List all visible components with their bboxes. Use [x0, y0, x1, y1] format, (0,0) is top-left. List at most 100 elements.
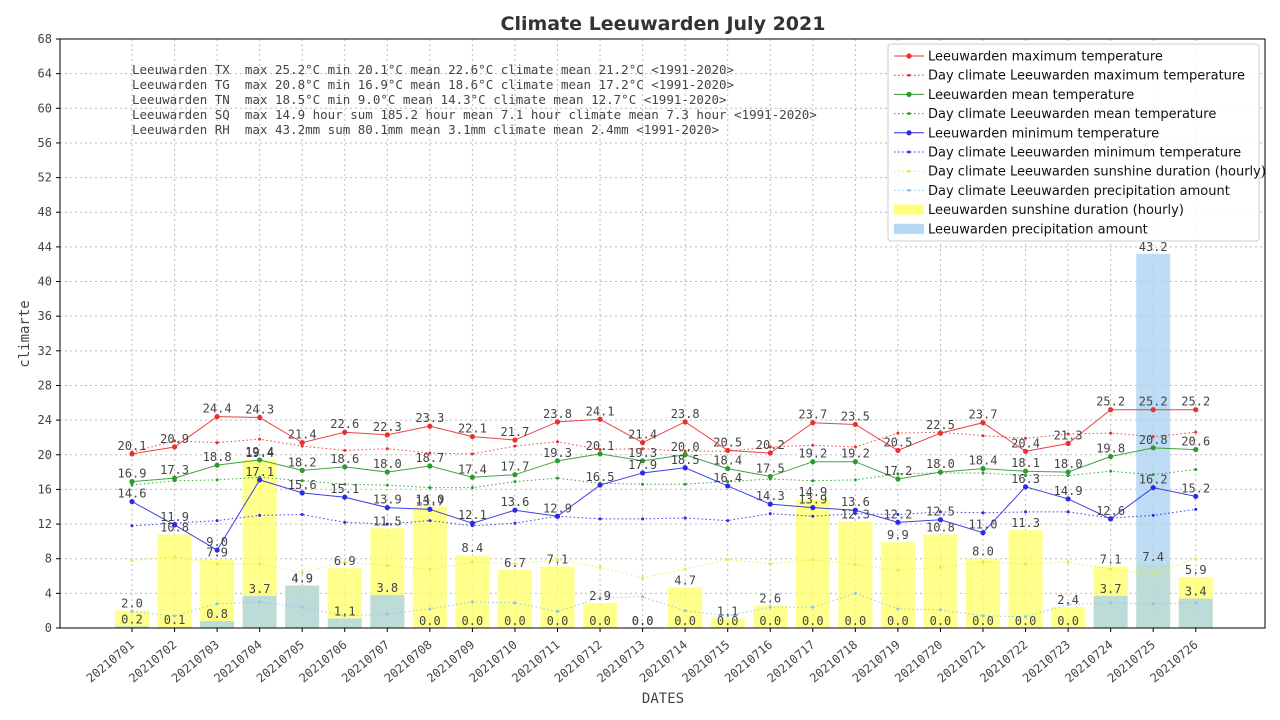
data-point	[1024, 562, 1028, 566]
data-point	[215, 602, 219, 606]
bar-value-label: 0.0	[504, 614, 526, 628]
bar-value-label: 8.0	[972, 545, 994, 559]
point-value-label: 9.0	[206, 535, 228, 549]
data-point	[130, 450, 134, 454]
bar-value-label: 2.6	[759, 591, 781, 605]
series-line	[131, 409, 1196, 455]
point-value-label: 13.6	[500, 495, 529, 509]
data-point	[300, 479, 304, 483]
legend-label: Leeuwarden maximum temperature	[928, 50, 1163, 65]
data-point	[215, 441, 219, 445]
point-value-label: 19.2	[841, 447, 870, 461]
data-point	[470, 452, 474, 456]
y-tick-label: 56	[38, 136, 52, 150]
data-point	[427, 506, 433, 512]
data-point	[1193, 407, 1199, 413]
bar-value-label: 1.1	[717, 604, 739, 618]
data-point	[896, 431, 900, 435]
data-point	[980, 530, 986, 536]
legend-marker	[906, 130, 912, 136]
data-point	[641, 447, 645, 451]
point-value-label: 15.1	[330, 482, 359, 496]
data-point	[726, 558, 730, 562]
bar-value-label: 0.0	[759, 614, 781, 628]
bar-value-label: 0.2	[121, 612, 143, 626]
y-tick-label: 52	[38, 171, 52, 185]
point-value-label: 23.7	[969, 408, 998, 422]
bar-value-label: 0.0	[632, 614, 654, 628]
data-point	[300, 513, 304, 517]
data-point	[215, 478, 219, 482]
bar	[710, 618, 745, 628]
legend-swatch	[894, 204, 924, 215]
data-point	[1066, 474, 1070, 478]
data-point	[171, 444, 178, 450]
data-point	[641, 576, 645, 580]
legend-label: Day climate Leeuwarden precipitation amo…	[928, 184, 1230, 199]
y-tick-label: 12	[38, 517, 52, 531]
y-tick-label: 20	[38, 448, 52, 462]
data-point	[938, 565, 942, 569]
bar	[880, 542, 915, 628]
bar	[327, 568, 362, 628]
point-value-label: 17.5	[756, 461, 785, 475]
data-point	[640, 470, 646, 476]
stats-text: Leeuwarden TX max 25.2°C min 20.1°C mean…	[132, 62, 817, 137]
data-point	[938, 608, 942, 612]
data-point	[469, 474, 475, 480]
bar	[200, 559, 235, 628]
bar	[200, 621, 235, 628]
data-point	[556, 440, 559, 444]
bar-value-label: 0.0	[1015, 614, 1037, 628]
bar-value-label: 4.7	[674, 573, 696, 587]
data-point	[513, 601, 517, 605]
data-point	[1109, 567, 1113, 571]
point-value-label: 18.4	[969, 454, 998, 468]
y-tick-label: 24	[38, 413, 52, 427]
bar-value-label: 2.0	[121, 597, 143, 611]
point-value-label: 13.6	[841, 495, 870, 509]
data-point	[768, 445, 772, 449]
data-point	[343, 448, 347, 452]
data-point	[938, 471, 942, 475]
data-point	[385, 447, 389, 451]
data-point	[1065, 496, 1071, 502]
point-value-label: 13.9	[373, 493, 402, 507]
stats-line: Leeuwarden TN max 18.5°C min 9.0°C mean …	[132, 92, 727, 107]
data-point	[725, 466, 731, 472]
bar-value-label: 0.0	[972, 614, 994, 628]
bar-value-label: 0.0	[845, 614, 867, 628]
legend-label: Day climate Leeuwarden sunshine duration…	[928, 165, 1266, 180]
data-point	[1109, 469, 1113, 473]
bar-value-label: 0.0	[462, 614, 484, 628]
point-value-label: 16.3	[1011, 472, 1040, 486]
point-value-label: 13.9	[798, 493, 827, 507]
legend-label: Day climate Leeuwarden maximum temperatu…	[928, 69, 1245, 84]
bar	[370, 595, 405, 628]
data-point	[1194, 507, 1198, 511]
data-point	[597, 416, 603, 422]
point-value-label: 19.2	[798, 447, 827, 461]
series-line	[131, 431, 1196, 455]
point-value-label: 19.8	[1096, 441, 1125, 455]
legend-marker	[906, 91, 912, 97]
bar-value-label: 19.4	[245, 446, 274, 460]
data-point	[896, 472, 900, 476]
data-point	[853, 563, 857, 567]
data-point	[512, 507, 518, 513]
y-tick-label: 0	[45, 621, 52, 635]
bar-value-label: 14.0	[415, 493, 444, 507]
point-value-label: 12.6	[1096, 504, 1125, 518]
data-point	[342, 494, 348, 500]
point-value-label: 25.2	[1139, 395, 1168, 409]
bar-value-label: 3.8	[376, 581, 398, 595]
stats-line: Leeuwarden SQ max 14.9 hour sum 185.2 ho…	[132, 107, 817, 122]
point-value-label: 12.1	[458, 508, 487, 522]
data-point	[300, 571, 304, 575]
data-point	[257, 414, 263, 421]
legend-marker	[906, 53, 912, 59]
data-point	[726, 614, 730, 618]
data-point	[853, 512, 857, 516]
data-point	[130, 558, 134, 562]
data-point	[171, 475, 178, 481]
